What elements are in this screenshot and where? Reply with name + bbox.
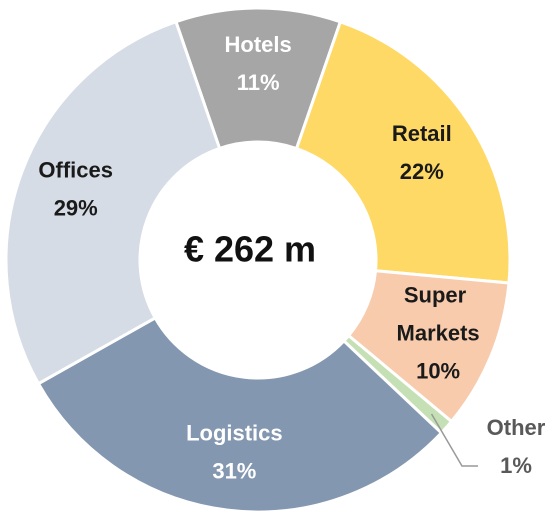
slice xyxy=(4,19,222,386)
center-label: € 262 m xyxy=(184,229,316,270)
slice-value: 22% xyxy=(400,159,444,184)
slice-value: 31% xyxy=(212,458,256,483)
slice xyxy=(36,315,444,514)
slice-value: 1% xyxy=(500,453,532,478)
leader-line xyxy=(430,413,478,467)
slice-label: Offices xyxy=(38,158,113,183)
slice-label: Hotels xyxy=(225,32,292,57)
slice-value: 11% xyxy=(237,70,280,95)
slice-label: Super Markets xyxy=(397,283,480,346)
slice-label: Logistics xyxy=(186,420,283,445)
slice xyxy=(294,19,512,285)
slices xyxy=(4,6,512,514)
slice-label: Retail xyxy=(392,121,452,146)
slice-label: Other xyxy=(487,415,546,440)
slice-value: 10% xyxy=(416,359,460,384)
slice-value: 29% xyxy=(54,196,98,221)
